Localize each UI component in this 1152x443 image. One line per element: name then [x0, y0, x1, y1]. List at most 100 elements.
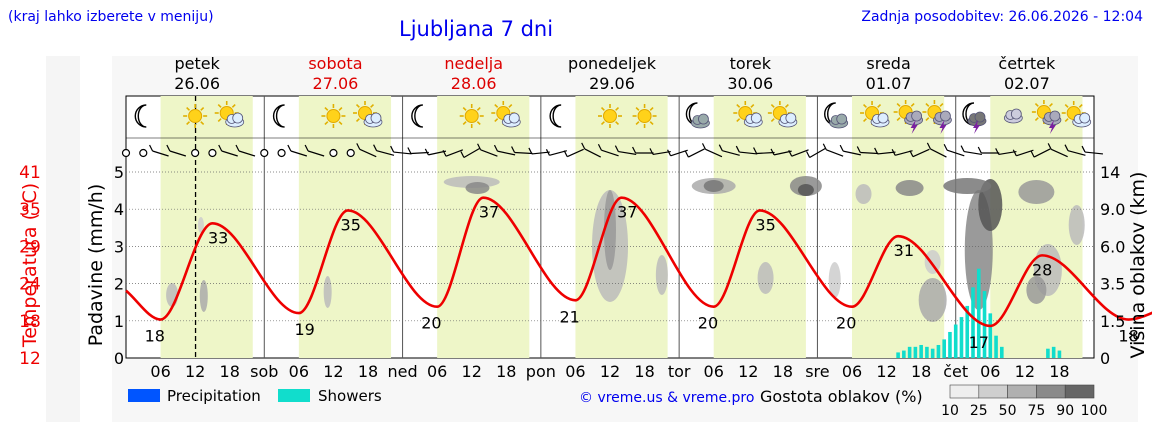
wind-barb-icon: [442, 149, 447, 157]
x-tick-label: 06: [150, 362, 170, 381]
showers-bar: [994, 335, 998, 358]
showers-bar: [913, 346, 918, 358]
sun-cloud-icon: [491, 101, 521, 128]
wind-calm-icon: [208, 148, 217, 158]
wind-barb-icon: [390, 145, 395, 153]
x-tick-label: čet: [943, 362, 968, 381]
sun-ray: [877, 103, 882, 108]
sun-ray: [1064, 118, 1069, 123]
sun-ray: [338, 106, 343, 111]
showers-bar: [948, 331, 952, 358]
sun-ray: [925, 117, 930, 122]
x-tick-label: 12: [600, 362, 620, 381]
wind-calm-icon: [277, 148, 286, 158]
sun-icon: [321, 104, 346, 128]
moon-icon: [272, 104, 285, 128]
wind-barb-icon: [566, 148, 584, 158]
wind-barb-icon: [304, 144, 309, 152]
day-date: 29.06: [589, 74, 635, 93]
cloud-density-cell: [943, 178, 992, 194]
cloud-density-cell: [978, 179, 1003, 231]
wind-barb-icon: [152, 150, 169, 157]
cloud-height-tick: 9.0: [1100, 200, 1125, 219]
wind-barb-icon: [1047, 143, 1052, 150]
wind-barb-icon: [221, 150, 238, 157]
sun-ray: [862, 118, 867, 123]
cloud-density-cell: [1026, 276, 1047, 304]
wind-barb-icon: [1016, 149, 1034, 157]
wind-barb-icon: [688, 148, 705, 158]
sun-disc: [603, 109, 617, 123]
wind-barb-icon: [238, 150, 256, 157]
sun-ray: [635, 106, 640, 111]
sun-ray: [925, 102, 930, 107]
wind-calm-icon: [346, 148, 355, 158]
temperature-label: 20: [698, 314, 718, 333]
wind-barb-icon: [218, 144, 223, 152]
cloud-puff: [232, 112, 244, 124]
wind-calm-icon: [329, 148, 338, 158]
thunderstorm-icon: [922, 100, 952, 134]
cloud-puff: [1049, 110, 1061, 122]
density-swatch: [1007, 384, 1037, 399]
sun-cloud-icon: [733, 101, 763, 128]
chart-title: Ljubljana 7 dni: [399, 17, 553, 41]
temperature-label: 37: [617, 203, 637, 222]
precip-tick: 2: [114, 275, 124, 294]
cloud-density-cell: [197, 217, 204, 233]
density-title: Gostota oblakov (%): [760, 387, 923, 406]
precip-tick: 5: [114, 163, 124, 182]
wind-barb-icon: [614, 145, 619, 152]
wind-barb-icon: [407, 147, 412, 154]
wind-barb-icon: [563, 150, 568, 157]
x-tick-label: 12: [876, 362, 896, 381]
sun-ray: [750, 103, 755, 108]
temperature-tick: 18: [19, 312, 41, 332]
wind-barb-icon: [718, 144, 723, 151]
x-tick-label: 18: [911, 362, 931, 381]
x-tick-label: tor: [668, 362, 691, 381]
wind-barb-icon: [874, 147, 879, 155]
wind-barb-icon: [912, 148, 930, 158]
daylight-band: [298, 96, 392, 358]
wind-barb-icon: [149, 144, 154, 152]
wind-barb-icon: [649, 148, 654, 155]
credit-link[interactable]: © vreme.us & vreme.pro: [579, 390, 754, 406]
showers-bar: [1000, 346, 1004, 358]
wind-barb-icon: [597, 143, 602, 151]
x-tick-label: 06: [704, 362, 724, 381]
wind-barb-icon: [1064, 144, 1069, 151]
sun-ray: [615, 106, 620, 111]
temperature-tick: 24: [19, 275, 41, 295]
sun-icon: [459, 104, 484, 128]
wind-barb-icon: [477, 143, 482, 151]
wind-barb-icon: [493, 144, 499, 152]
wind-barb-icon: [839, 144, 844, 152]
legend-showers-swatch: [278, 389, 310, 402]
bolt-shape: [1048, 120, 1056, 134]
temperature-label: 28: [1032, 260, 1052, 279]
precip-axis-title: Padavine (mm/h): [85, 184, 107, 347]
temperature-label: 21: [559, 307, 579, 326]
density-tick: 25: [970, 403, 988, 419]
wind-barb-icon: [877, 151, 896, 155]
wind-barb-icon: [701, 143, 707, 150]
legend-precip-swatch: [128, 389, 160, 402]
wind-barb-icon: [307, 150, 325, 157]
wind-barb-icon: [632, 146, 637, 154]
density-tick: 90: [1056, 403, 1074, 419]
wind-calm-icon: [260, 148, 269, 158]
cloud-density-cell: [797, 184, 814, 196]
density-tick: 10: [941, 403, 959, 419]
x-tick-label: 12: [462, 362, 482, 381]
sun-ray: [494, 103, 499, 108]
sun-ray: [896, 102, 901, 107]
day-date: 01.07: [866, 74, 912, 93]
x-tick-label: ned: [388, 362, 418, 381]
cloud-icon: [1003, 108, 1023, 124]
sun-cloud-icon: [353, 101, 383, 128]
region-note[interactable]: (kraj lahko izberete v meniju): [8, 9, 214, 25]
wind-barb-icon: [806, 151, 811, 158]
wind-barb-icon: [497, 150, 516, 156]
cloud-puff: [508, 112, 520, 124]
